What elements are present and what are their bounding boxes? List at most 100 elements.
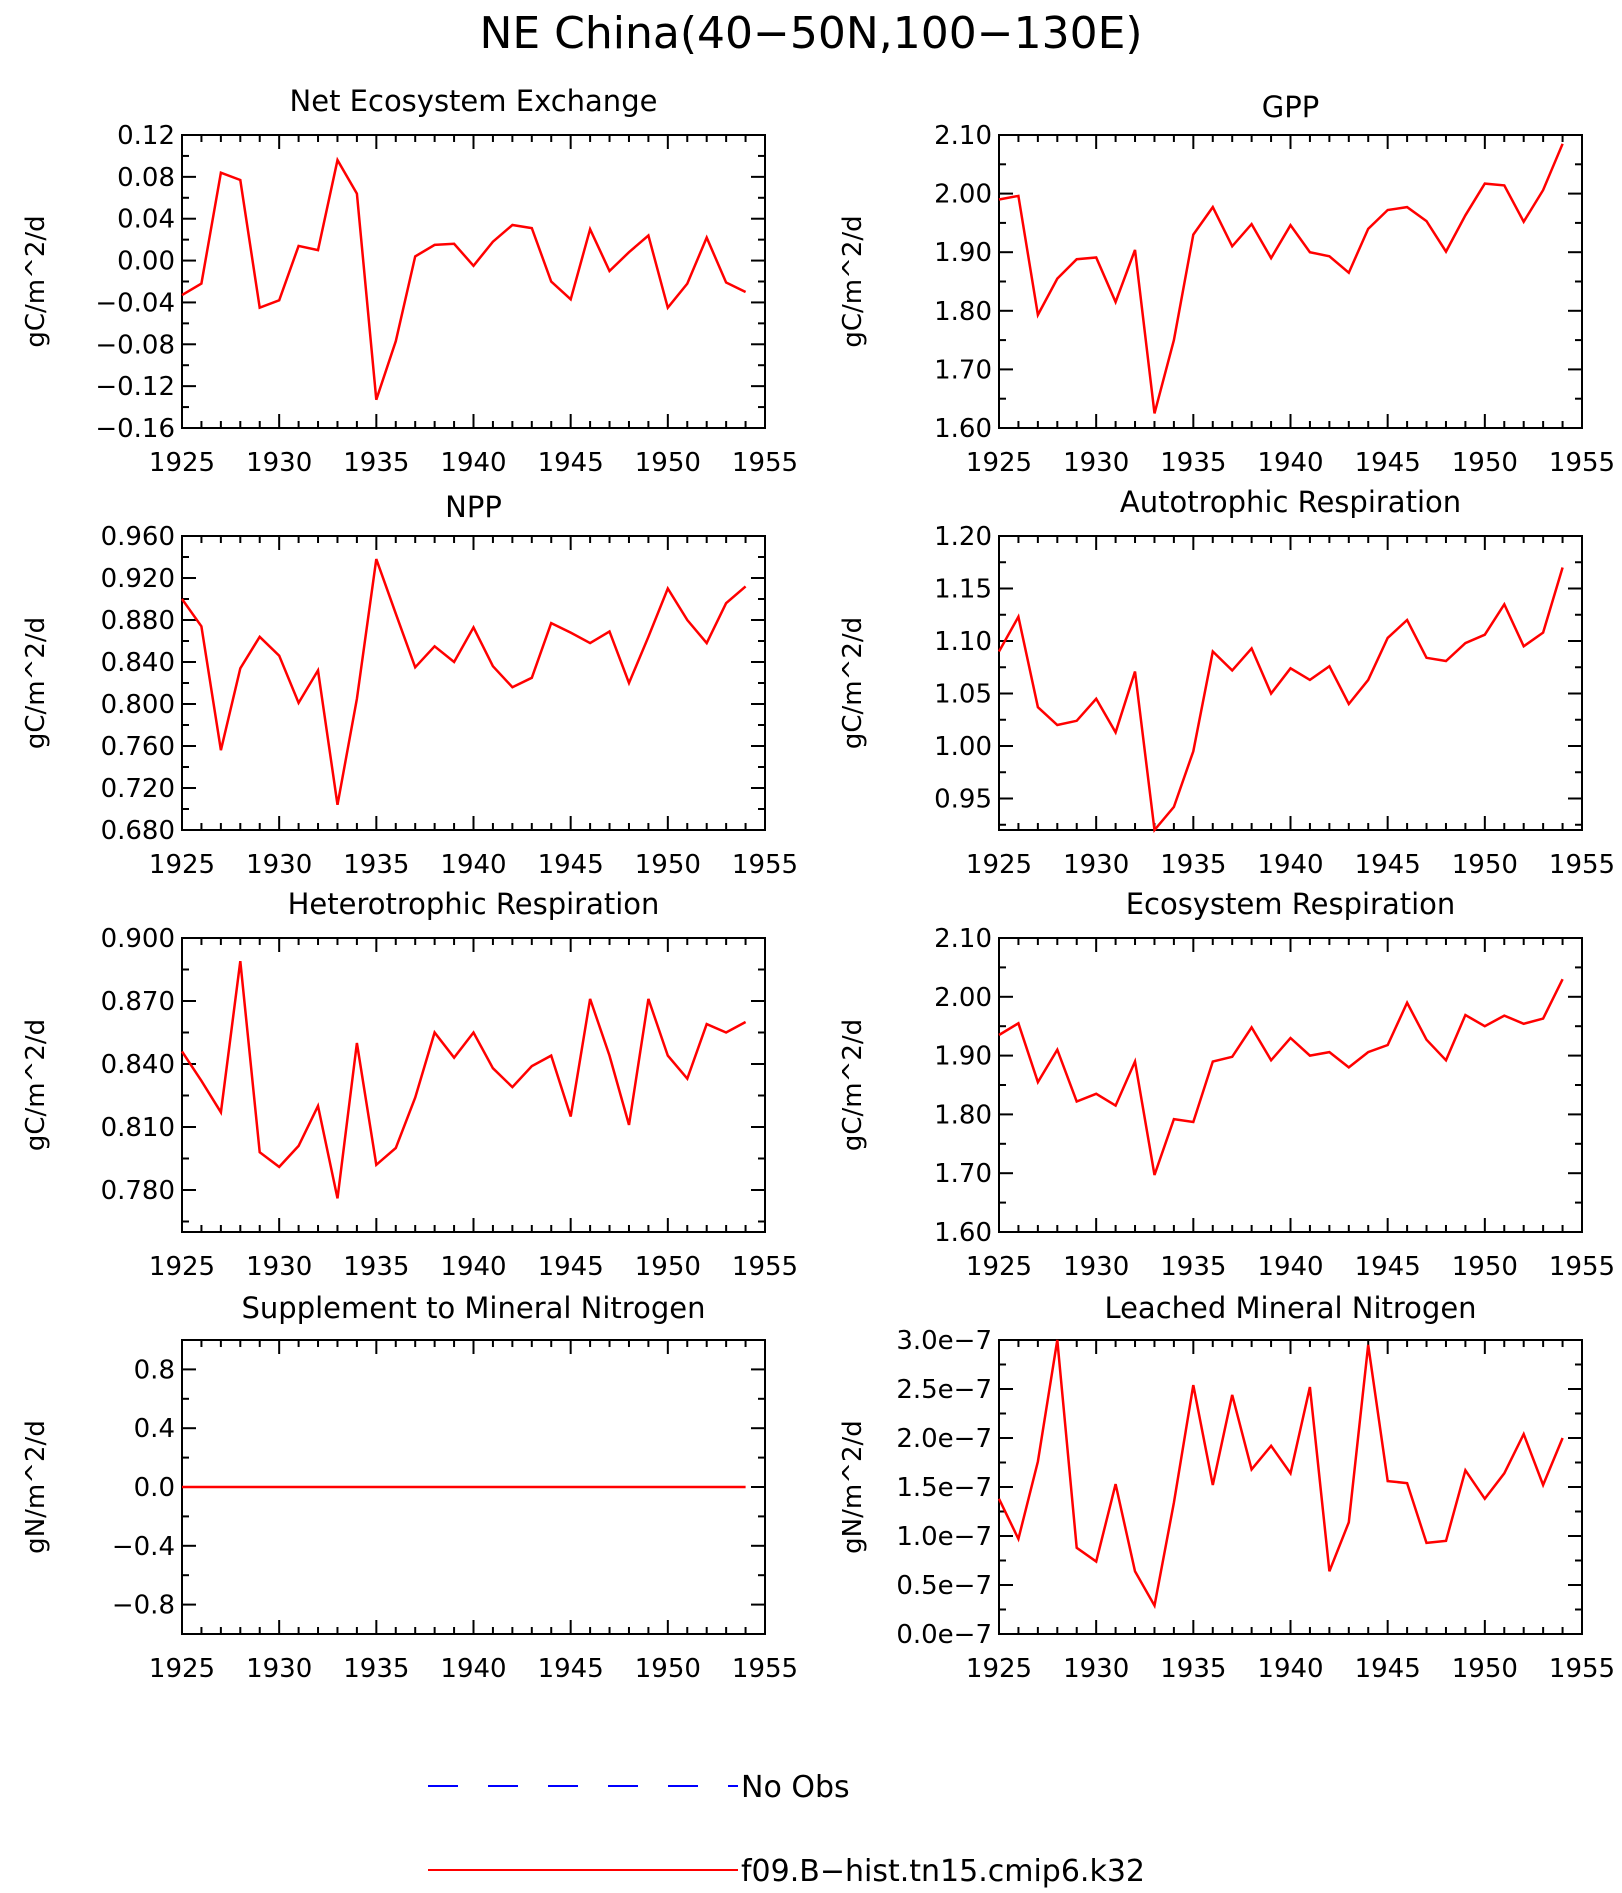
plot-frame	[998, 535, 1583, 831]
y-axis-label: gN/m^2/d	[838, 1420, 868, 1554]
x-tick-label: 1940	[440, 1252, 506, 1282]
plot-frame	[998, 134, 1583, 429]
x-tick-label: 1955	[732, 850, 798, 880]
x-tick-label: 1930	[246, 448, 312, 478]
y-tick-label: 0.810	[101, 1113, 175, 1143]
y-axis-label: gC/m^2/d	[838, 215, 868, 347]
x-tick-label: 1925	[966, 1252, 1032, 1282]
y-tick-label: 1.90	[934, 1042, 992, 1072]
y-tick-label: 2.0e−7	[896, 1424, 992, 1454]
panel-npp: NPP 1925 1930 1935 1940 1945 1950 1955 0.960 0.92…	[21, 490, 798, 880]
x-tick-label: 1925	[149, 1252, 215, 1282]
x-tick-label: 1950	[1452, 1654, 1518, 1684]
y-axis-label: gC/m^2/d	[838, 1019, 868, 1151]
plot-frame	[998, 937, 1583, 1233]
x-tick-label: 1925	[966, 448, 1032, 478]
y-tick-label: 0.900	[101, 924, 175, 954]
panel-title: Heterotrophic Respiration	[288, 887, 660, 921]
plot-frame	[181, 535, 766, 831]
y-tick-label: 0.840	[101, 1050, 175, 1080]
x-tick-label: 1955	[1549, 1654, 1615, 1684]
y-tick-label: 2.5e−7	[896, 1375, 992, 1405]
x-tick-label: 1940	[440, 1654, 506, 1684]
y-tick-label: 2.10	[934, 121, 992, 151]
x-tick-label: 1935	[343, 1654, 409, 1684]
panel-title: NPP	[445, 490, 502, 524]
x-tick-label: 1930	[1063, 850, 1129, 880]
x-tick-label: 1925	[149, 1654, 215, 1684]
y-tick-label: −0.4	[112, 1532, 175, 1562]
x-tick-label: 1950	[635, 1654, 701, 1684]
y-tick-label: −0.16	[95, 414, 175, 444]
y-tick-label: 2.00	[934, 180, 992, 210]
panel-gpp: GPP 1925 1930 1935 1940 1945 1950 1955 2.10 2.00 1…	[838, 90, 1615, 478]
x-tick-label: 1930	[246, 1252, 312, 1282]
y-tick-label: 0.5e−7	[896, 1571, 992, 1601]
x-tick-label: 1945	[1355, 850, 1421, 880]
x-tick-label: 1940	[1257, 448, 1323, 478]
x-tick-label: 1925	[149, 850, 215, 880]
y-tick-label: 0.960	[101, 522, 175, 552]
x-tick-label: 1950	[635, 850, 701, 880]
y-tick-label: 0.800	[101, 690, 175, 720]
y-tick-label: 1.60	[934, 1218, 992, 1248]
x-tick-label: 1955	[732, 1654, 798, 1684]
y-tick-label: 0.760	[101, 732, 175, 762]
y-axis-label: gC/m^2/d	[21, 1019, 51, 1151]
y-tick-label: −0.08	[95, 330, 175, 360]
x-tick-label: 1930	[246, 850, 312, 880]
y-tick-label: −0.04	[95, 288, 175, 318]
series-line-f09-b-hist-tn15-cmip6-k32	[998, 143, 1564, 414]
x-tick-label: 1955	[732, 1252, 798, 1282]
plot-frame	[181, 134, 766, 429]
y-tick-label: 1.60	[934, 414, 992, 444]
x-tick-label: 1940	[1257, 1252, 1323, 1282]
y-tick-label: 1.05	[934, 680, 992, 710]
x-tick-label: 1955	[1549, 850, 1615, 880]
y-tick-label: 3.0e−7	[896, 1326, 992, 1356]
x-tick-label: 1935	[1160, 850, 1226, 880]
panel-title: Ecosystem Respiration	[1126, 887, 1456, 921]
panel-ecosystem-respiration: Ecosystem Respiration 1925 1930 1935 1940 194…	[838, 887, 1615, 1282]
series-line-f09-b-hist-tn15-cmip6-k32	[998, 978, 1564, 1176]
y-tick-label: 0.0e−7	[896, 1620, 992, 1650]
series-line-f09-b-hist-tn15-cmip6-k32	[997, 567, 1564, 834]
x-tick-label: 1945	[538, 850, 604, 880]
legend: No Obs f09.B−hist.tn15.cmip6.k32	[428, 1770, 1145, 1889]
y-tick-label: 1.10	[934, 627, 992, 657]
y-tick-label: 0.880	[101, 606, 175, 636]
legend-label-no-obs: No Obs	[741, 1770, 850, 1805]
y-tick-label: 1.0e−7	[896, 1522, 992, 1552]
y-tick-label: 1.80	[934, 1100, 992, 1130]
y-tick-label: 1.00	[934, 732, 992, 762]
panels: Net Ecosystem Exchange 1925 1930 1935 1940 19…	[21, 84, 1615, 1684]
x-tick-label: 1940	[440, 850, 506, 880]
y-tick-label: 0.00	[117, 247, 175, 277]
legend-label-model: f09.B−hist.tn15.cmip6.k32	[741, 1854, 1145, 1889]
x-tick-label: 1930	[1063, 448, 1129, 478]
x-tick-label: 1940	[1257, 1654, 1323, 1684]
y-axis-label: gC/m^2/d	[838, 617, 868, 749]
x-tick-label: 1935	[1160, 1654, 1226, 1684]
x-tick-label: 1925	[966, 850, 1032, 880]
series-line-f09-b-hist-tn15-cmip6-k32	[181, 156, 747, 401]
series-line-f09-b-hist-tn15-cmip6-k32	[180, 960, 747, 1199]
y-tick-label: 1.5e−7	[896, 1473, 992, 1503]
x-tick-label: 1945	[1355, 448, 1421, 478]
x-tick-label: 1955	[1549, 448, 1615, 478]
x-tick-label: 1955	[732, 448, 798, 478]
x-tick-label: 1930	[246, 1654, 312, 1684]
y-tick-label: 0.870	[101, 987, 175, 1017]
y-tick-label: −0.12	[95, 372, 175, 402]
panel-title: GPP	[1262, 90, 1319, 124]
x-tick-label: 1950	[1452, 1252, 1518, 1282]
y-tick-label: 0.8	[134, 1355, 175, 1385]
x-tick-label: 1950	[1452, 850, 1518, 880]
x-tick-label: 1950	[635, 1252, 701, 1282]
y-tick-label: −0.8	[112, 1591, 175, 1621]
x-tick-label: 1940	[440, 448, 506, 478]
y-tick-label: 0.95	[934, 785, 992, 815]
y-tick-label: 1.90	[934, 238, 992, 268]
x-tick-label: 1935	[1160, 448, 1226, 478]
